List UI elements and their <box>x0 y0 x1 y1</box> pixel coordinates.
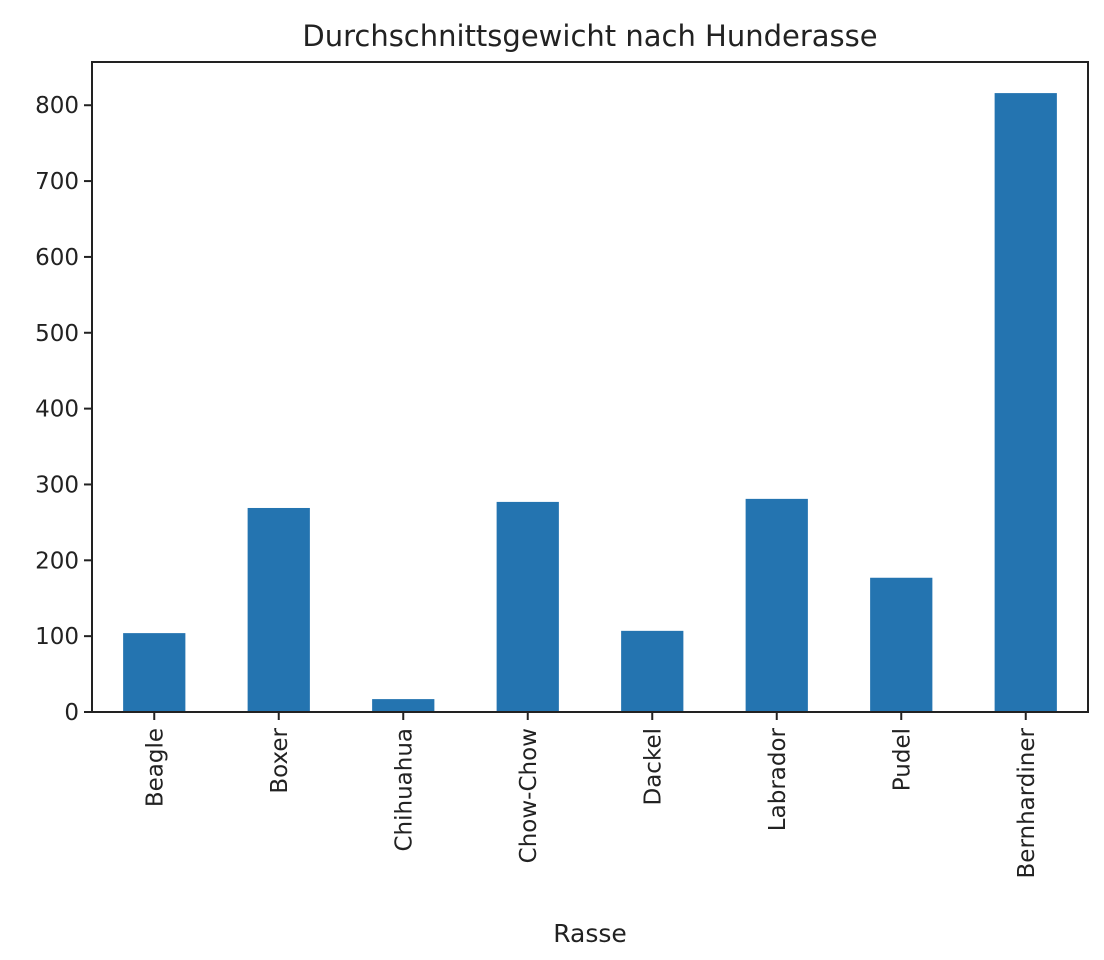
bar-pudel <box>870 577 933 712</box>
y-tick-label: 400 <box>35 397 79 423</box>
x-tick-label: Bernhardiner <box>1014 727 1040 878</box>
y-tick-label: 800 <box>35 93 79 119</box>
x-axis-label: Rasse <box>553 919 627 948</box>
bar-chow-chow <box>496 501 559 712</box>
x-tick-label: Chow-Chow <box>516 728 542 863</box>
y-tick-label: 0 <box>64 700 79 726</box>
y-tick-label: 600 <box>35 245 79 271</box>
x-tick-label: Dackel <box>640 728 666 806</box>
y-tick-label: 200 <box>35 548 79 574</box>
bar-chihuahua <box>372 699 435 712</box>
y-tick-label: 100 <box>35 624 79 650</box>
chart-title: Durchschnittsgewicht nach Hunderasse <box>302 19 877 53</box>
x-tick-label: Pudel <box>889 728 915 791</box>
x-tick-label: Chihuahua <box>391 728 417 852</box>
x-tick-label: Labrador <box>765 727 791 831</box>
x-tick-label: Boxer <box>267 727 293 793</box>
bar-bernhardiner <box>994 93 1057 712</box>
bar-beagle <box>123 633 186 712</box>
y-tick-label: 700 <box>35 169 79 195</box>
bar-dackel <box>621 630 684 712</box>
bar-labrador <box>745 498 808 712</box>
bar-boxer <box>247 507 310 712</box>
x-tick-label: Beagle <box>142 728 168 807</box>
y-tick-label: 500 <box>35 321 79 347</box>
axes-frame <box>91 61 1089 713</box>
y-tick-label: 300 <box>35 472 79 498</box>
